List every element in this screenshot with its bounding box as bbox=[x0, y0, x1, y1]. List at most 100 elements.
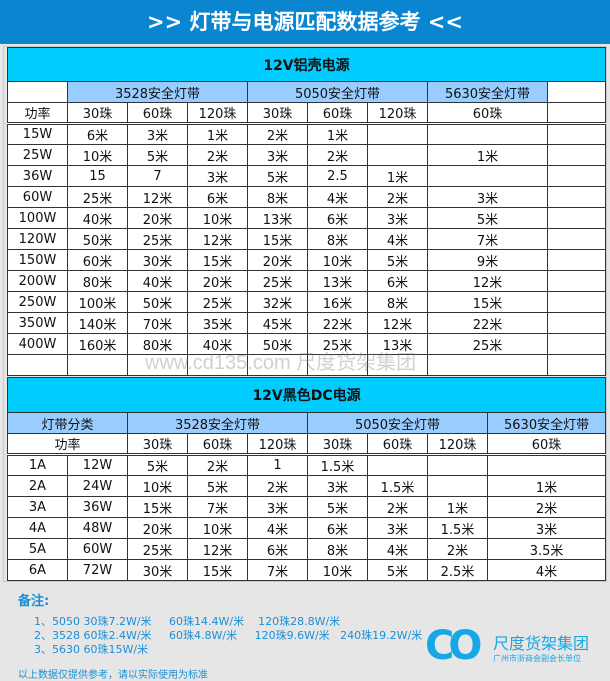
table-cell: 15米 bbox=[427, 291, 548, 313]
table-cell: 12米 bbox=[367, 312, 428, 334]
table-cell: 30米 bbox=[127, 559, 188, 581]
table-cell: 4米 bbox=[307, 186, 368, 208]
table-cell: 36W bbox=[7, 165, 68, 187]
table-row: 350W 140米 70米 35米 45米 22米 12米 22米 bbox=[7, 312, 606, 334]
table-cell: 3A bbox=[7, 496, 68, 518]
table-cell: 2米 bbox=[187, 454, 248, 476]
table-cell: 1.5米 bbox=[427, 517, 488, 539]
table-cell: 22米 bbox=[427, 312, 548, 334]
table-cell: 60W bbox=[7, 186, 68, 208]
table-cell: 4米 bbox=[486, 559, 607, 581]
table-cell bbox=[427, 354, 548, 376]
table-cell: 3米 bbox=[127, 123, 188, 145]
table-cell: 30珠 bbox=[247, 102, 308, 125]
table-cell: 30米 bbox=[127, 249, 188, 271]
table-cell: 200W bbox=[7, 270, 68, 292]
group-header: 3528安全灯带 bbox=[127, 412, 308, 434]
table-cell: 5米 bbox=[367, 249, 428, 271]
table-cell: 2米 bbox=[367, 186, 428, 208]
table-cell bbox=[427, 475, 488, 497]
table-cell: 3米 bbox=[427, 186, 548, 208]
table-row: 25W 10米 5米 2米 3米 2米 1米 bbox=[7, 144, 606, 166]
table-cell: 3米 bbox=[307, 475, 368, 497]
table-cell: 30珠 bbox=[67, 102, 128, 125]
table-row: 3A 36W 15米 7米 3米 5米 2米 1米 2米 bbox=[7, 496, 607, 518]
logo-subtitle: 广州市浙商会副会长单位 bbox=[493, 654, 581, 663]
table-cell: 120珠 bbox=[427, 433, 488, 456]
table-cell: 3米 bbox=[486, 517, 607, 539]
table-cell: 2米 bbox=[427, 538, 488, 560]
table-row: 120W 50米 25米 12米 15米 8米 4米 7米 bbox=[7, 228, 606, 250]
company-logo: CO 尺度货架集团 广州市浙商会副会长单位 bbox=[425, 622, 605, 672]
table-cell: 350W bbox=[7, 312, 68, 334]
table-cell: 10米 bbox=[127, 475, 188, 497]
table-cell: 100W bbox=[7, 207, 68, 229]
table-cell: 32米 bbox=[247, 291, 308, 313]
table-row: 2A 24W 10米 5米 2米 3米 1.5米 1米 bbox=[7, 475, 607, 497]
table-cell: 8米 bbox=[307, 228, 368, 250]
table-cell: 5米 bbox=[367, 559, 428, 581]
table-cell: 10米 bbox=[307, 559, 368, 581]
table-cell: 6米 bbox=[367, 270, 428, 292]
table-cell: 8米 bbox=[247, 186, 308, 208]
table-row: 150W 60米 30米 15米 20米 10米 5米 9米 bbox=[7, 249, 606, 271]
table-cell: 60珠 bbox=[307, 102, 368, 125]
table-cell: 22米 bbox=[307, 312, 368, 334]
table-cell: 25米 bbox=[127, 538, 188, 560]
power-label: 功率 bbox=[7, 433, 128, 456]
table-cell: 25米 bbox=[127, 228, 188, 250]
table-row: 6A 72W 30米 15米 7米 10米 5米 2.5米 4米 bbox=[7, 559, 607, 581]
table-cell: 12米 bbox=[187, 538, 248, 560]
table-cell: 2米 bbox=[247, 475, 308, 497]
table-cell: 25米 bbox=[67, 186, 128, 208]
table-cell: 60珠 bbox=[127, 102, 188, 125]
table-cell bbox=[427, 454, 488, 476]
table-cell: 10米 bbox=[307, 249, 368, 271]
table-cell: 25W bbox=[7, 144, 68, 166]
logo-name: 尺度货架集团 bbox=[493, 634, 590, 653]
table-title: 12V黑色DC电源 bbox=[6, 377, 607, 413]
table-cell: 1 bbox=[247, 454, 308, 476]
table-cell: 40米 bbox=[187, 333, 248, 355]
table-cell: 5米 bbox=[307, 496, 368, 518]
table-cell: 40米 bbox=[67, 207, 128, 229]
table-cell bbox=[547, 123, 606, 145]
table-row: 36W 15 7 3米 5米 2.5 1米 bbox=[7, 165, 606, 187]
table-cell: 160米 bbox=[67, 333, 128, 355]
table-cell: 4米 bbox=[367, 228, 428, 250]
table-cell: 120珠 bbox=[247, 433, 308, 456]
table-cell: 4米 bbox=[367, 538, 428, 560]
table-cell: 13米 bbox=[307, 270, 368, 292]
table-cell bbox=[547, 249, 606, 271]
table-cell: 7米 bbox=[187, 496, 248, 518]
table-row: 15W 6米 3米 1米 2米 1米 bbox=[7, 123, 606, 145]
table-cell: 5A bbox=[7, 538, 68, 560]
table-row: 4A 48W 20米 10米 4米 6米 3米 1.5米 3米 bbox=[7, 517, 607, 539]
note-line: 3、5630 60珠15W/米 bbox=[34, 643, 149, 656]
table-title: 12V铝壳电源 bbox=[7, 47, 606, 82]
table-cell: 5米 bbox=[187, 475, 248, 497]
table-cell: 80米 bbox=[67, 270, 128, 292]
table-cell: 2A bbox=[7, 475, 68, 497]
note-line: 2、3528 60珠2.4W/米 60珠4.8W/米 120珠9.6W/米 24… bbox=[34, 629, 423, 642]
table-cell: 15W bbox=[7, 123, 68, 145]
table-cell: 60珠 bbox=[187, 433, 248, 456]
table-cell bbox=[486, 454, 607, 476]
table-row: 1A 12W 5米 2米 1 1.5米 bbox=[7, 454, 607, 476]
table-cell: 10米 bbox=[187, 517, 248, 539]
table-cell: 10米 bbox=[187, 207, 248, 229]
table-cell: 13米 bbox=[247, 207, 308, 229]
table-cell: 20米 bbox=[187, 270, 248, 292]
table-row: 100W 40米 20米 10米 13米 6米 3米 5米 bbox=[7, 207, 606, 229]
table-row: 5A 60W 25米 12米 6米 8米 4米 2米 3.5米 bbox=[7, 538, 607, 560]
table-cell: 1米 bbox=[187, 123, 248, 145]
table-cell: 60珠 bbox=[427, 102, 548, 125]
table-cell: 3米 bbox=[247, 144, 308, 166]
table-cell: 1.5米 bbox=[367, 475, 428, 497]
table-cell: 25米 bbox=[427, 333, 548, 355]
table-cell: 5米 bbox=[127, 454, 188, 476]
table-cell: 45米 bbox=[247, 312, 308, 334]
table-cell bbox=[367, 454, 428, 476]
table-cell: 25米 bbox=[187, 291, 248, 313]
table-cell: 1米 bbox=[427, 496, 488, 518]
